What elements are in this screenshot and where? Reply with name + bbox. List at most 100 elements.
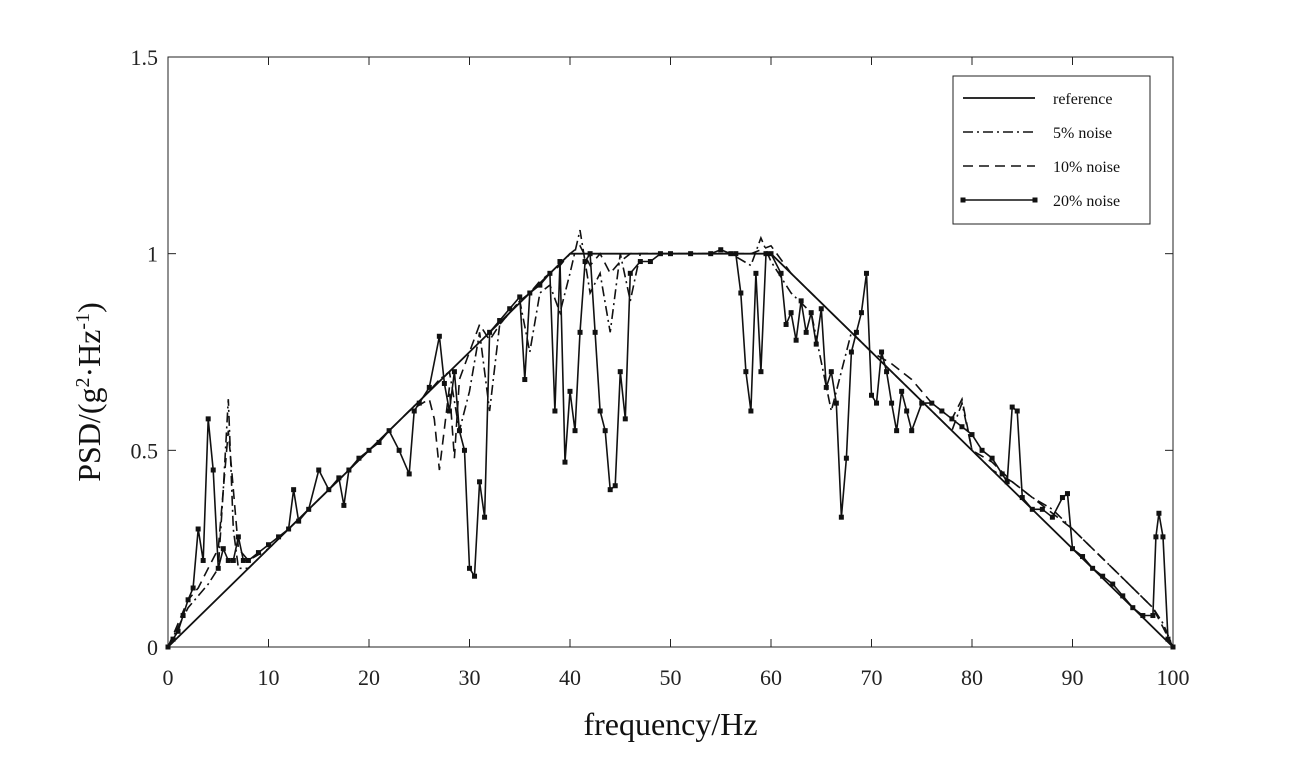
legend-label-0: reference	[1053, 91, 1113, 108]
series-marker	[919, 400, 925, 406]
series-marker	[602, 428, 608, 434]
series-marker	[406, 471, 412, 477]
y-axis-title-sup1: 2	[72, 378, 94, 388]
series-line-3	[167, 248, 1174, 648]
series-marker	[743, 369, 749, 375]
series-marker	[356, 455, 362, 461]
series-line-2	[167, 244, 1174, 648]
series-marker	[899, 388, 905, 394]
x-tick-label: 40	[559, 665, 581, 690]
series-marker	[622, 416, 628, 422]
legend-label-1: 5% noise	[1053, 125, 1112, 142]
series-marker	[1029, 506, 1035, 512]
series-marker	[1059, 495, 1065, 501]
series-marker	[411, 408, 417, 414]
series-marker	[768, 251, 774, 257]
series-marker	[215, 565, 221, 571]
series-marker	[195, 526, 201, 532]
series-marker	[1064, 491, 1070, 497]
series-marker	[1110, 581, 1116, 587]
series-marker	[1090, 565, 1096, 571]
series-marker	[763, 251, 769, 257]
series-marker	[185, 597, 191, 603]
series-marker	[708, 251, 714, 257]
series-marker	[1080, 554, 1086, 560]
series-marker	[451, 369, 457, 375]
series-line-1	[167, 229, 1174, 648]
series-marker	[909, 428, 915, 434]
series-marker	[1039, 506, 1045, 512]
series-marker	[894, 428, 900, 434]
series-marker	[170, 636, 176, 642]
series-marker	[276, 534, 282, 540]
series-marker	[1120, 593, 1126, 599]
series-marker	[200, 557, 206, 563]
series-marker	[843, 455, 849, 461]
series-marker	[612, 483, 618, 489]
y-tick-label: 0.5	[131, 438, 159, 463]
series-marker	[366, 447, 372, 453]
series-marker	[557, 259, 563, 265]
series-marker	[949, 416, 955, 422]
series-marker	[165, 644, 171, 650]
series-marker	[904, 408, 910, 414]
series-marker	[587, 251, 593, 257]
series-marker	[688, 251, 694, 257]
y-tick-label: 1	[147, 242, 158, 267]
x-tick-label: 10	[258, 665, 280, 690]
series-marker	[436, 333, 442, 339]
x-tick-label: 70	[861, 665, 883, 690]
series-marker	[336, 475, 342, 481]
series-marker	[637, 259, 643, 265]
y-axis-title-main: PSD/(g	[71, 388, 107, 482]
series-marker	[592, 329, 598, 335]
series-marker	[889, 400, 895, 406]
y-axis-title-end: )	[71, 302, 107, 313]
series-marker	[828, 369, 834, 375]
series-marker	[497, 318, 503, 324]
series-marker	[255, 550, 261, 556]
series-marker	[341, 502, 347, 508]
series-marker	[376, 439, 382, 445]
y-tick-label: 0	[147, 635, 158, 660]
y-axis-title: PSD/(g2·Hz-1)	[71, 302, 107, 482]
series-marker	[467, 565, 472, 571]
series-marker	[793, 337, 799, 343]
series-marker	[1170, 644, 1176, 650]
series-marker	[562, 459, 568, 465]
series-marker	[869, 392, 874, 398]
series-marker	[823, 384, 829, 390]
series-marker	[245, 557, 251, 563]
series-marker	[808, 310, 814, 316]
x-axis-title: frequency/Hz	[583, 706, 757, 742]
x-tick-label: 60	[760, 665, 782, 690]
x-tick-label: 100	[1157, 665, 1190, 690]
series-marker	[582, 259, 588, 265]
series-marker	[472, 573, 478, 579]
series-marker	[738, 290, 744, 296]
series-marker	[1150, 613, 1156, 619]
series-marker	[567, 388, 573, 394]
series-marker	[482, 514, 488, 520]
series-marker	[446, 408, 452, 414]
series-marker	[884, 369, 890, 375]
series-marker	[577, 329, 583, 335]
series-marker	[461, 447, 467, 453]
series-marker	[386, 428, 392, 434]
series-marker	[572, 428, 578, 434]
series-marker	[346, 467, 352, 473]
series-marker	[230, 557, 236, 563]
series-marker	[1100, 573, 1106, 579]
series-marker	[718, 247, 724, 253]
y-axis-title-mid: ·Hz	[71, 330, 107, 378]
series-marker	[517, 294, 523, 300]
series-marker	[1049, 514, 1055, 520]
x-tick-label: 80	[961, 665, 983, 690]
y-tick-label: 1.5	[131, 45, 159, 70]
x-tick-label: 50	[660, 665, 682, 690]
series-marker	[316, 467, 322, 473]
series-marker	[838, 514, 844, 520]
series-marker	[1140, 613, 1146, 619]
series-marker	[477, 479, 483, 485]
